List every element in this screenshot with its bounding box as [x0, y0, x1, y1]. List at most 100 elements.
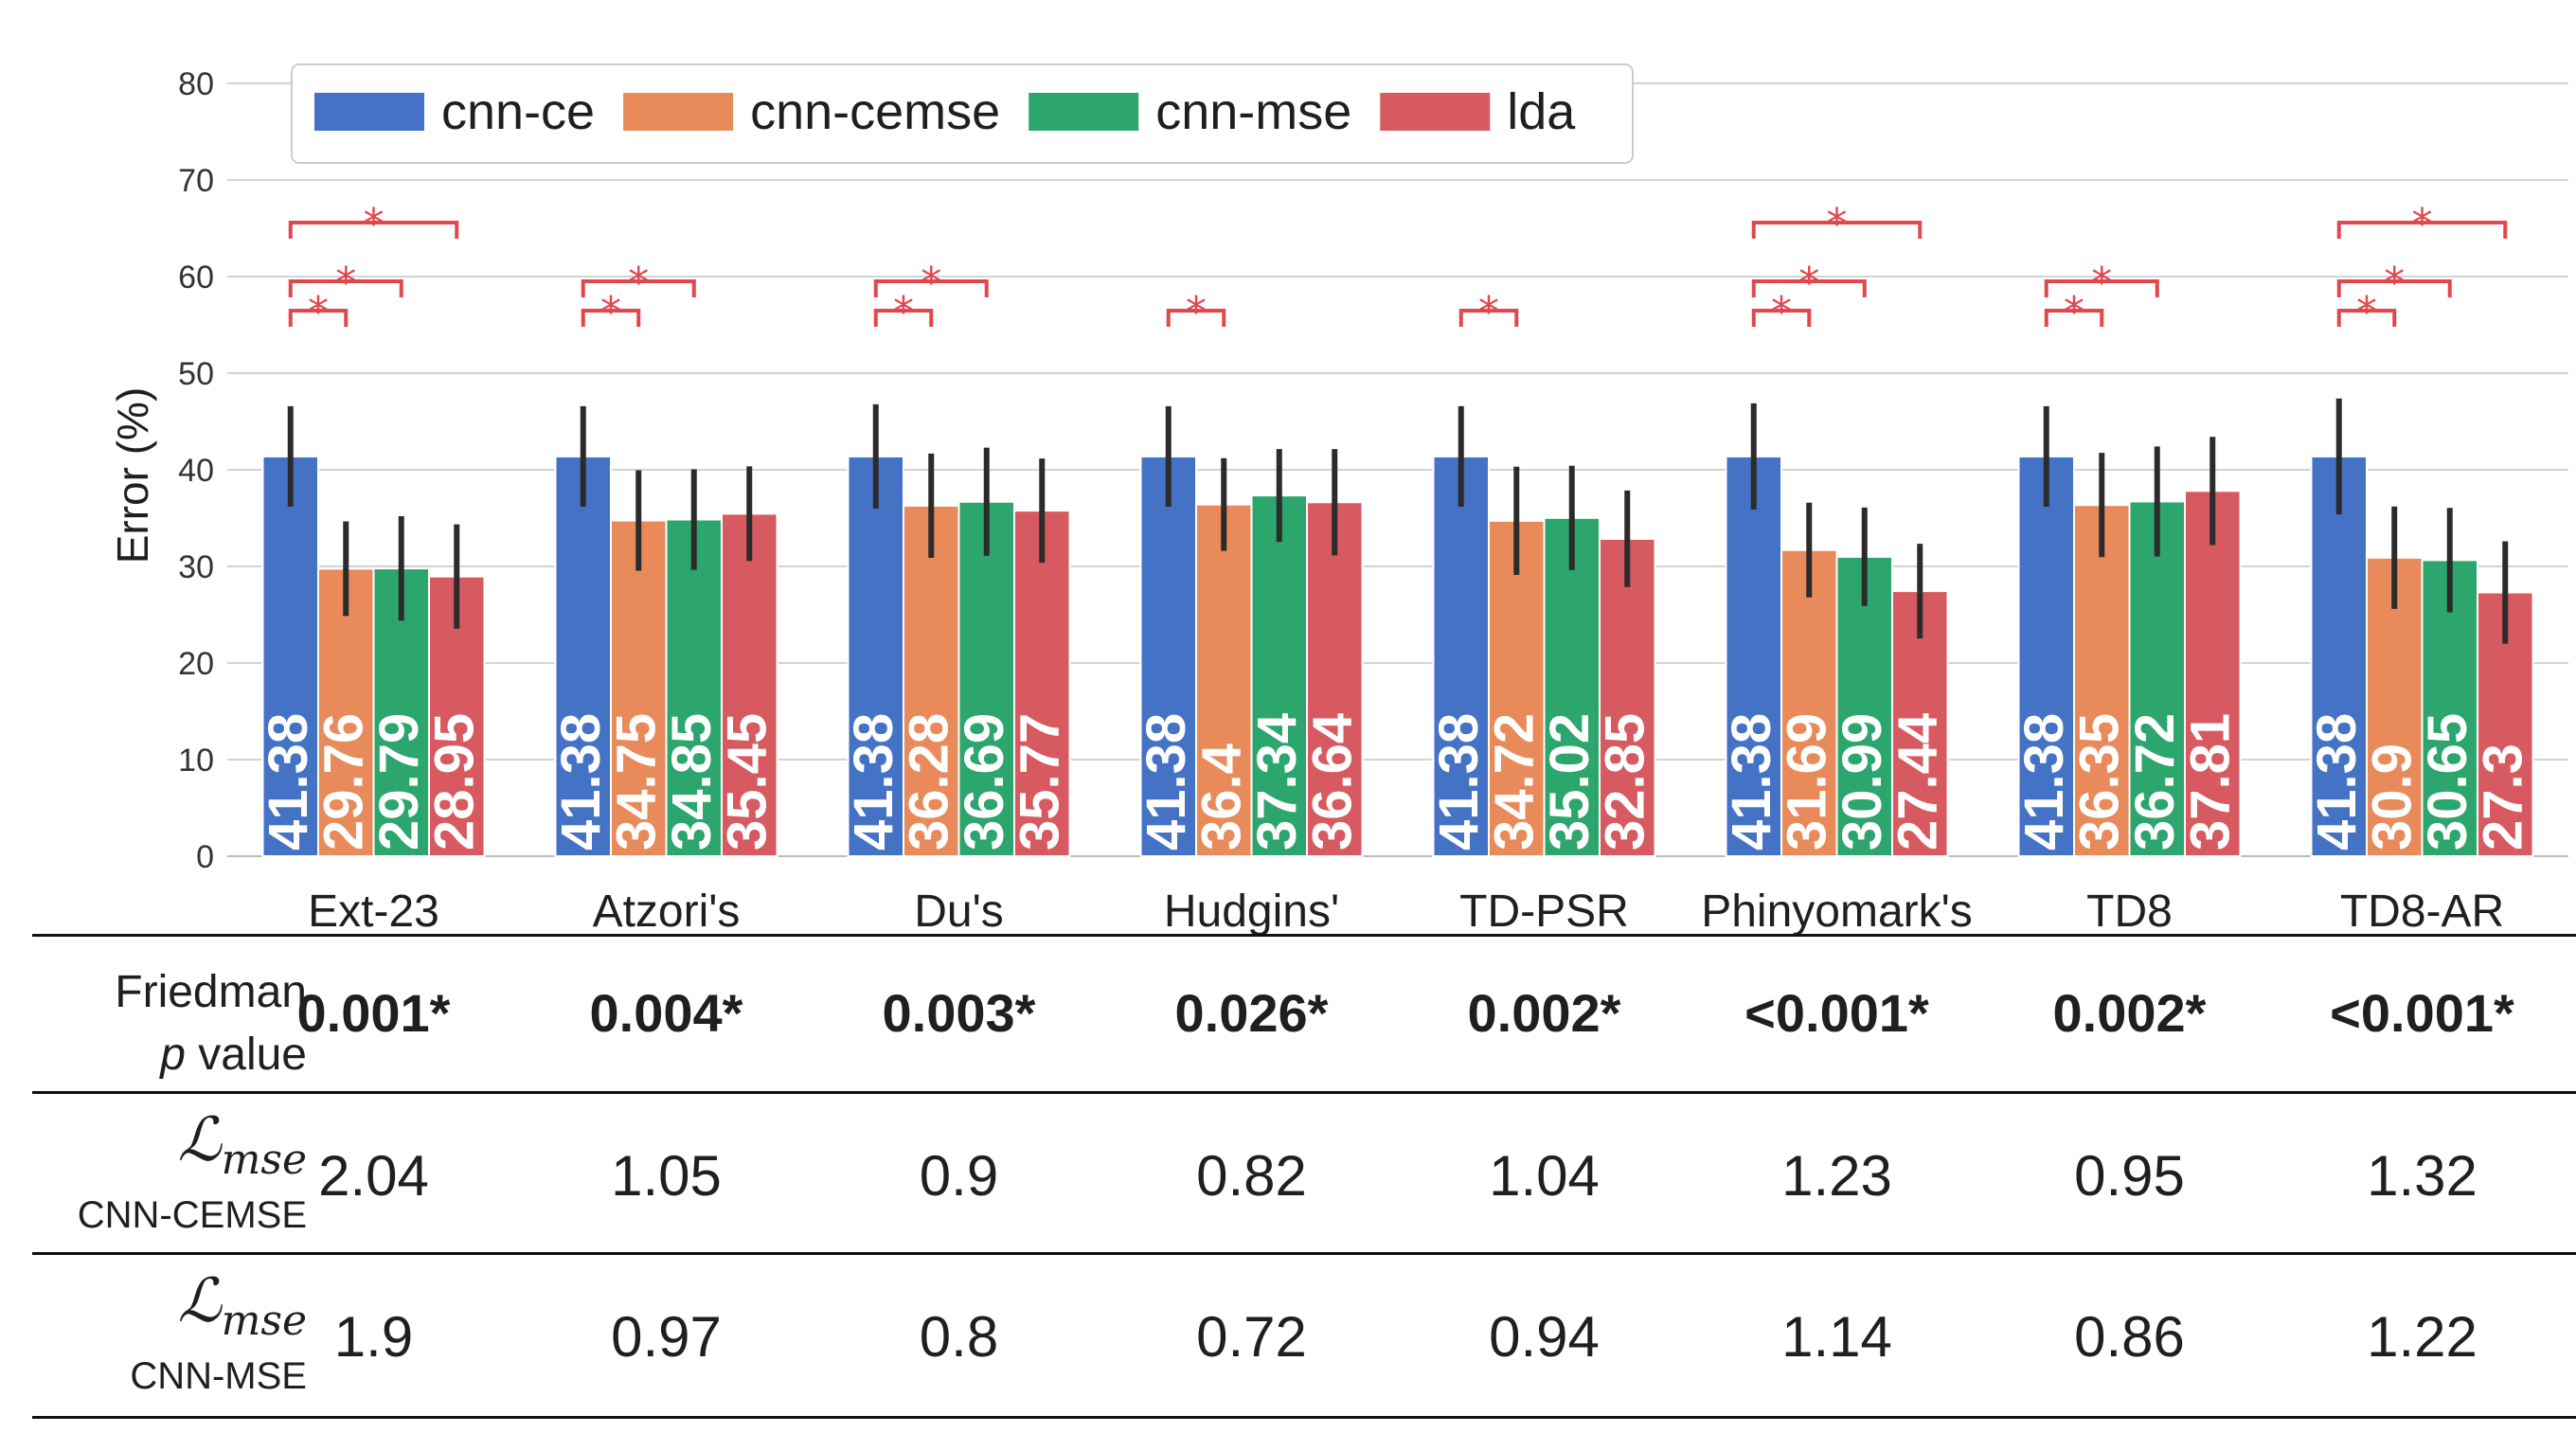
cemse-loss-value: 0.9 — [919, 1144, 999, 1208]
value-label: 41.38 — [1428, 713, 1490, 851]
value-label: 29.76 — [313, 713, 374, 851]
value-label: 41.38 — [258, 713, 319, 851]
significance-star: * — [893, 288, 914, 336]
bar-cnn-mse — [1250, 494, 1308, 858]
friedman-value: <0.001* — [2330, 983, 2514, 1043]
friedman-value: <0.001* — [1744, 983, 1929, 1043]
bar-cnn-ce — [1725, 455, 1782, 857]
bar-cnn-cemse — [1780, 548, 1838, 858]
category-label: Ext-23 — [308, 887, 439, 934]
bar-cnn-mse — [1835, 555, 1893, 857]
value-label: 41.38 — [1136, 713, 1197, 851]
significance-bracket — [2044, 279, 2159, 297]
significance-bracket — [581, 309, 641, 327]
bar-lda — [1599, 537, 1656, 857]
legend-swatch-cnn-cemse — [623, 93, 734, 131]
friedman-value: 0.002* — [1467, 983, 1621, 1043]
significance-star: * — [1827, 200, 1848, 248]
loss-symbol: ℒmse — [32, 1107, 307, 1193]
significance-bracket — [1166, 309, 1226, 327]
value-label: 41.38 — [2013, 713, 2075, 851]
category-label: TD8-AR — [2340, 887, 2504, 934]
significance-bracket — [873, 279, 989, 297]
friedman-value: 0.001* — [296, 983, 451, 1043]
significance-bracket — [1751, 221, 1923, 239]
legend-swatch-lda — [1380, 93, 1491, 131]
legend-swatch-cnn-mse — [1029, 93, 1139, 131]
significance-bracket — [2336, 279, 2452, 297]
friedman-row: Friedman p value 0.001* 0.004* 0.003* 0.026… — [32, 934, 2576, 1094]
significance-star: * — [335, 259, 356, 307]
value-label: 28.95 — [423, 713, 485, 851]
value-label: 35.45 — [716, 713, 778, 851]
value-label: 36.69 — [954, 713, 1015, 851]
category-label: TD-PSR — [1459, 887, 1629, 934]
cemse-loss-value: 1.05 — [611, 1144, 722, 1208]
y-tick-label: 40 — [178, 453, 214, 489]
bar-cnn-cemse — [317, 567, 375, 857]
friedman-value: 0.002* — [2052, 983, 2207, 1043]
significance-star: * — [921, 259, 941, 307]
cemse-loss-value: 1.04 — [1489, 1144, 1600, 1208]
legend-label-cnn-cemse: cnn-cemse — [750, 83, 1000, 140]
significance-bracket — [288, 221, 459, 239]
legend-swatch-cnn-ce — [314, 93, 424, 131]
y-axis-label: Error (%) — [108, 387, 157, 564]
legend-box — [291, 63, 1634, 164]
y-axis-ticks: 0 10 20 30 40 50 60 70 80 — [178, 66, 214, 875]
loss-subscript: mse — [221, 1135, 307, 1184]
cemse-loss-value: 0.82 — [1196, 1144, 1307, 1208]
significance-star: * — [2412, 200, 2433, 248]
value-label: 41.38 — [550, 713, 612, 851]
category-label: Phinyomark's — [1701, 887, 1973, 934]
significance-star: * — [2356, 288, 2377, 336]
mse-loss-value: 0.86 — [2074, 1305, 2185, 1369]
value-label: 27.3 — [2472, 743, 2533, 851]
cemse-loss-value: 0.95 — [2074, 1144, 2185, 1208]
significance-bracket — [288, 309, 349, 327]
legend: cnn-ce cnn-cemse cnn-mse lda — [291, 63, 1634, 164]
significance-bracket — [581, 279, 696, 297]
loss-symbol: ℒmse — [32, 1268, 307, 1354]
mse-loss-value: 1.22 — [2367, 1305, 2478, 1369]
value-label: 29.79 — [368, 713, 430, 851]
value-label: 41.38 — [1721, 713, 1782, 851]
category-label: Atzori's — [593, 887, 741, 934]
value-label: 37.81 — [2179, 713, 2241, 851]
value-label: 41.38 — [843, 713, 904, 851]
y-tick-label: 0 — [196, 839, 214, 875]
category-label: Hudgins' — [1164, 887, 1339, 934]
bar-cnn-ce — [1432, 455, 1490, 857]
significance-bracket — [2044, 309, 2104, 327]
y-tick-label: 30 — [178, 549, 214, 585]
loss-script-l: ℒ — [177, 1105, 222, 1175]
value-label: 34.85 — [661, 713, 723, 851]
mse-loss-value: 0.94 — [1489, 1305, 1600, 1369]
category-label: TD8 — [2086, 887, 2173, 934]
significance-star: * — [628, 259, 649, 307]
cemse-row-label: ℒmse CNN-CEMSE — [32, 1107, 307, 1237]
significance-star: * — [1771, 288, 1792, 336]
significance-star: * — [364, 200, 385, 248]
loss-subscript: mse — [221, 1296, 307, 1345]
mse-loss-value: 1.9 — [333, 1305, 414, 1369]
bar-cnn-cemse — [1195, 503, 1253, 857]
significance-bracket — [2336, 309, 2397, 327]
mse-loss-value: 1.14 — [1781, 1305, 1892, 1369]
category-label: Du's — [914, 887, 1004, 934]
legend-label-lda: lda — [1507, 83, 1576, 140]
cemse-loss-value: 2.04 — [318, 1144, 429, 1208]
bars: 41.38 41.38 41.38 41.38 41.38 41.38 41.38 41.38… — [258, 398, 2534, 858]
friedman-row-label: Friedman p value — [32, 961, 307, 1086]
value-label: 30.65 — [2417, 713, 2478, 851]
significance-star: * — [1186, 288, 1207, 336]
mse-sublabel: CNN-MSE — [130, 1354, 307, 1397]
value-label: 36.64 — [1301, 713, 1363, 851]
mse-loss-value: 0.97 — [611, 1305, 722, 1369]
value-label: 34.75 — [605, 713, 667, 851]
significance-star: * — [2091, 259, 2112, 307]
friedman-label-line2: p value — [32, 1024, 307, 1086]
mse-loss-row: ℒmse CNN-MSE 1.9 0.97 0.8 0.72 0.94 1.14 0.86 1… — [32, 1252, 2576, 1419]
value-label: 41.38 — [2306, 713, 2368, 851]
